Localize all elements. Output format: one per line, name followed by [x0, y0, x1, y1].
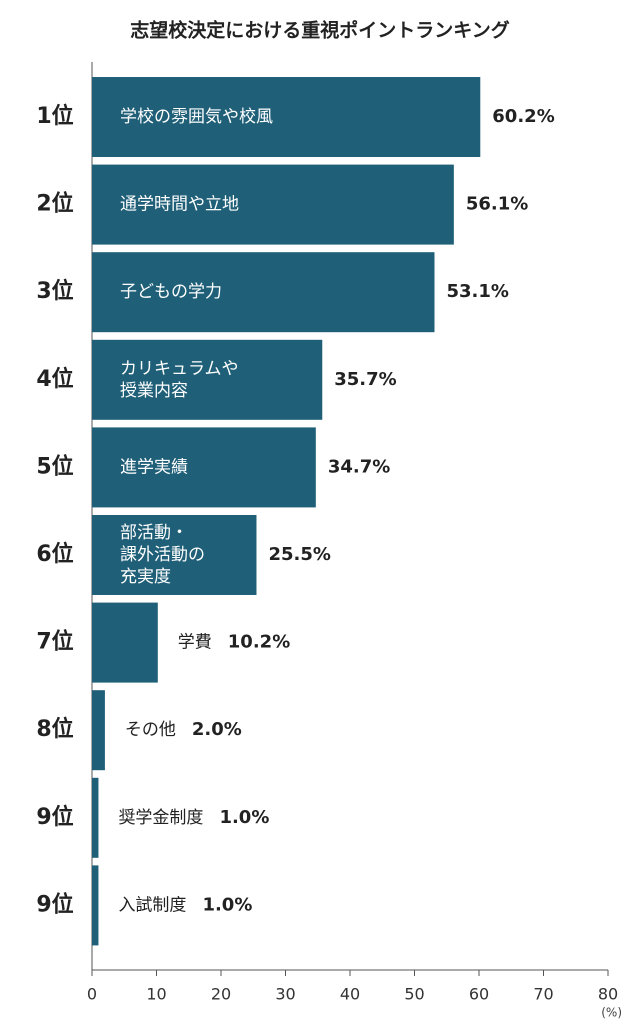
bar [92, 164, 454, 245]
bar [92, 252, 435, 333]
value-label: 1.0% [202, 894, 252, 915]
rank-label: 9位 [36, 804, 73, 830]
category-label: 充実度 [120, 567, 171, 587]
category-label: 通学時間や立地 [120, 195, 239, 215]
value-label: 10.2% [228, 632, 290, 653]
category-label: カリキュラムや [120, 359, 239, 379]
category-label: 進学実績 [120, 457, 188, 477]
value-label: 35.7% [334, 369, 396, 390]
value-label: 60.2% [492, 106, 554, 127]
category-label: その他 [125, 720, 176, 740]
value-label: 2.0% [192, 719, 242, 740]
rank-label: 6位 [36, 541, 73, 567]
category-label: 学費 [178, 633, 212, 653]
bar [92, 77, 481, 157]
x-tick-label: 30 [275, 985, 295, 1004]
bar [92, 339, 323, 420]
rank-label: 2位 [36, 191, 73, 217]
bar [92, 865, 99, 946]
category-label: 課外活動の [120, 545, 205, 565]
category-label: 部活動・ [120, 523, 188, 543]
rank-label: 3位 [36, 278, 73, 304]
rank-label: 8位 [36, 716, 73, 742]
rank-label: 4位 [36, 366, 73, 392]
rank-label: 1位 [36, 103, 73, 129]
rank-label: 7位 [36, 629, 73, 655]
x-tick-label: 60 [469, 985, 489, 1004]
bar [92, 777, 99, 858]
x-tick-label: 50 [404, 985, 424, 1004]
category-label: 授業内容 [120, 381, 188, 401]
x-tick-label: 40 [340, 985, 360, 1004]
category-label: 入試制度 [118, 895, 186, 915]
value-label: 1.0% [219, 807, 269, 828]
value-label: 25.5% [268, 544, 330, 565]
rank-label: 5位 [36, 453, 73, 479]
bar [92, 602, 158, 683]
bar [92, 515, 257, 595]
x-tick-label: 0 [87, 985, 97, 1004]
bar [92, 427, 316, 508]
category-label: 奨学金制度 [118, 808, 203, 828]
x-tick-label: 20 [211, 985, 231, 1004]
rank-label: 9位 [36, 891, 73, 917]
value-label: 56.1% [466, 194, 528, 215]
x-tick-label: 70 [533, 985, 553, 1004]
value-label: 53.1% [446, 281, 508, 302]
x-unit: (%) [601, 1006, 622, 1020]
x-tick-label: 10 [146, 985, 166, 1004]
category-label: 学校の雰囲気や校風 [120, 107, 273, 127]
category-label: 子どもの学力 [120, 282, 222, 302]
bar [92, 690, 105, 771]
chart-title: 志望校決定における重視ポイントランキング [130, 19, 509, 42]
value-label: 34.7% [328, 456, 390, 477]
x-tick-label: 80 [598, 985, 618, 1004]
